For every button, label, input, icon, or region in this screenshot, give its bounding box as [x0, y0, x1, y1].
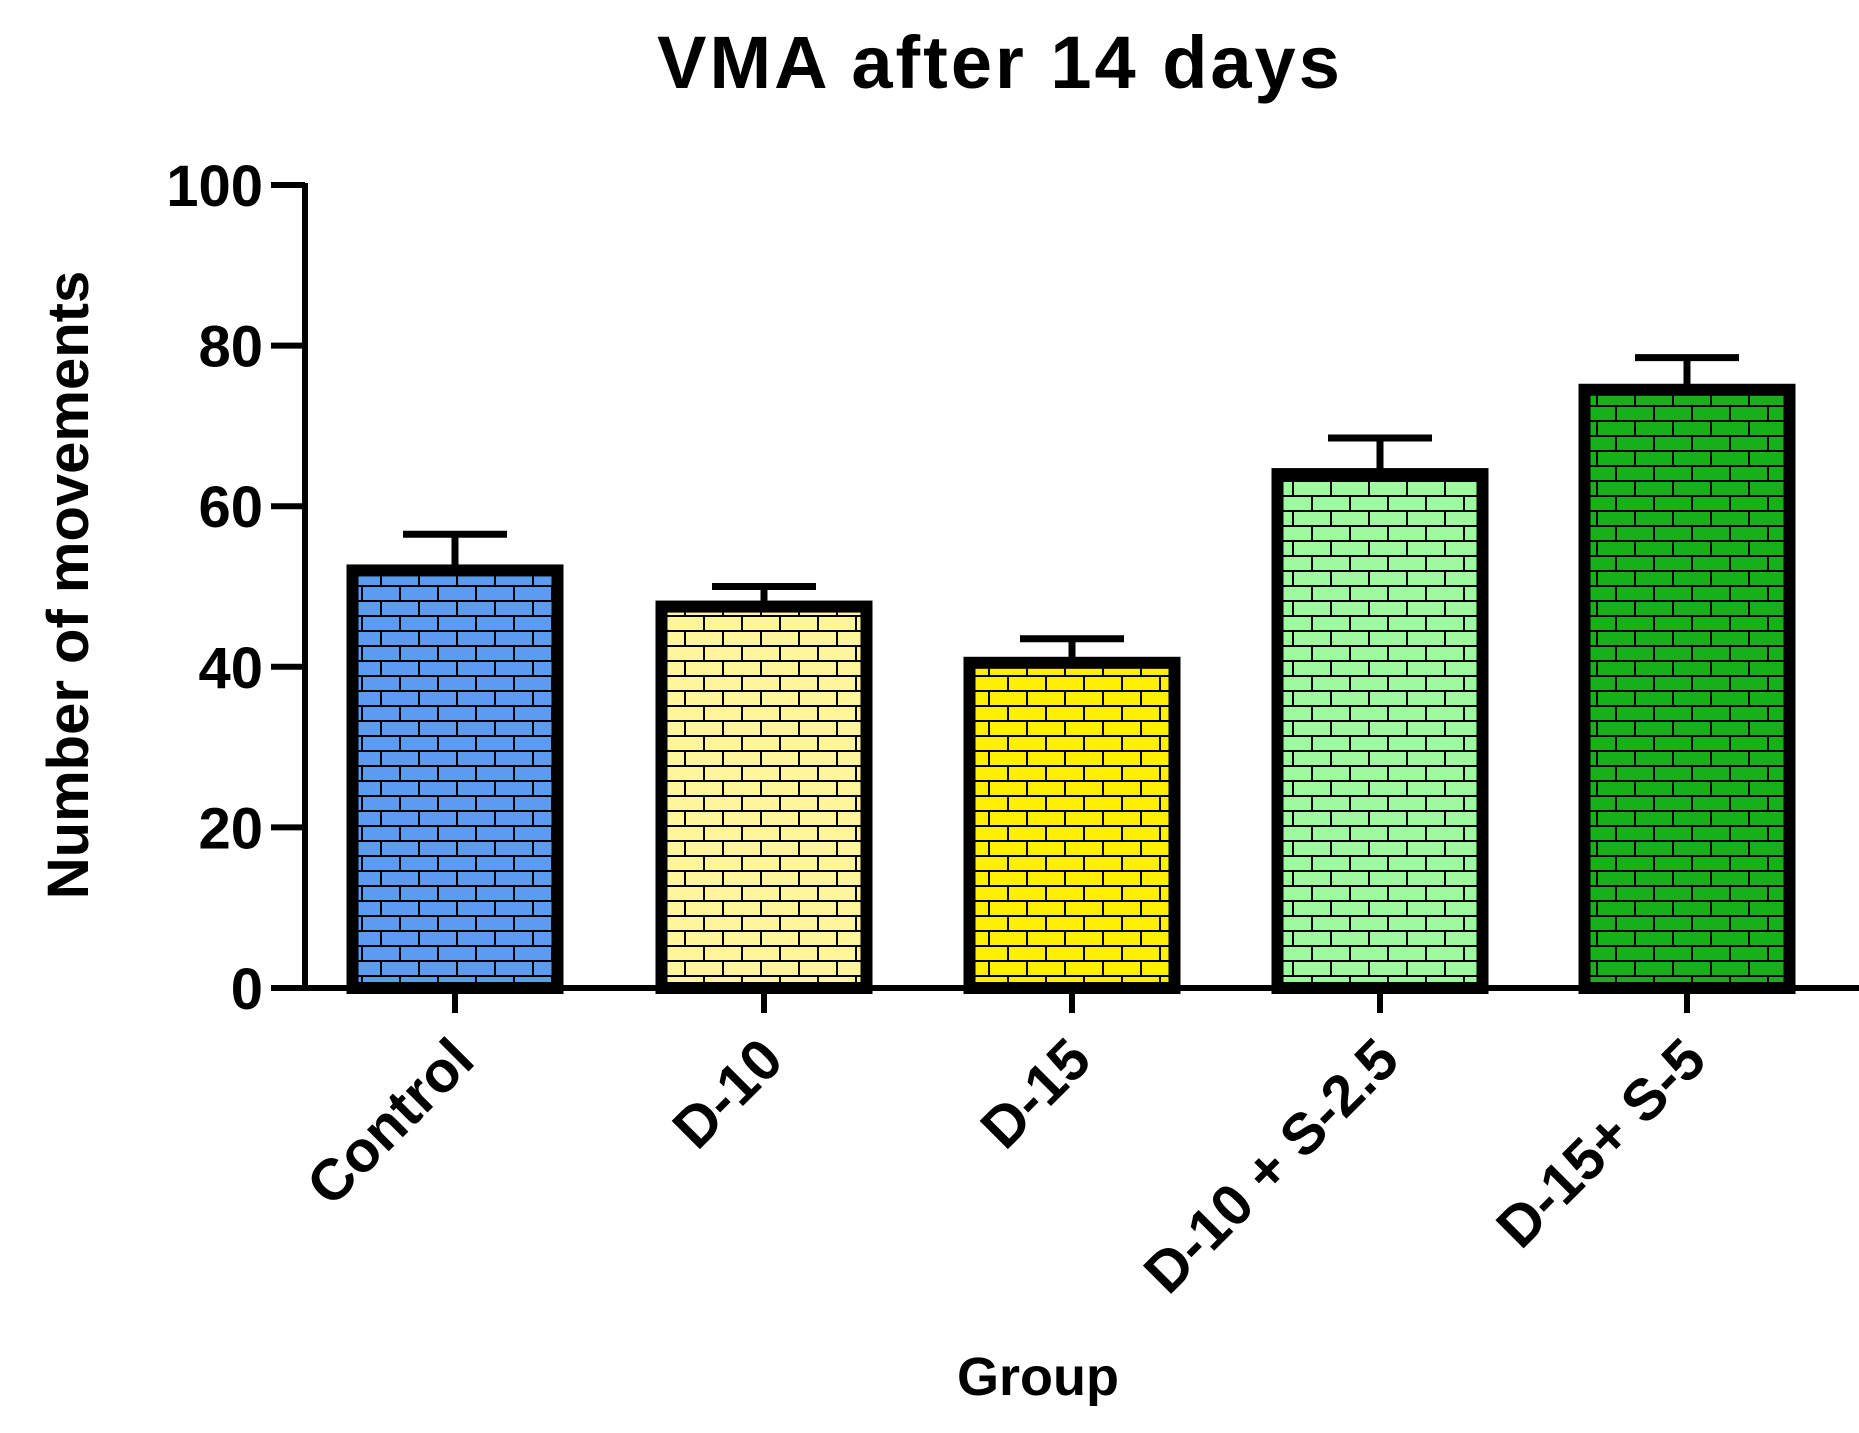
y-tick-label: 20 — [198, 796, 263, 861]
bar-group — [655, 583, 873, 994]
y-axis-label: Number of movements — [36, 271, 101, 899]
x-tick-label: D-10 + S-2.5 — [1132, 1026, 1412, 1306]
bar-group — [963, 635, 1181, 994]
x-tick-label: D-15 — [968, 1026, 1103, 1161]
x-tick-label: D-10 — [660, 1026, 795, 1161]
bar — [1271, 468, 1489, 994]
y-tick-label: 60 — [198, 475, 263, 540]
bar — [346, 564, 564, 994]
y-tick-label: 0 — [231, 957, 263, 1022]
bar-group — [1271, 434, 1489, 994]
y-axis: 0 20 40 60 80 100 — [166, 154, 308, 1022]
bar-group — [1578, 354, 1796, 994]
bar-group — [346, 530, 564, 994]
x-axis-label: Group — [957, 1347, 1119, 1407]
x-tick-label: D-15+ S-5 — [1484, 1026, 1718, 1260]
y-tick-label: 80 — [198, 315, 263, 380]
y-tick-label: 40 — [198, 636, 263, 701]
y-tick-label: 100 — [166, 154, 263, 219]
x-tick-label: Control — [294, 1026, 486, 1218]
bar — [655, 600, 873, 994]
bar — [1578, 383, 1796, 994]
bar — [963, 656, 1181, 994]
chart-title: VMA after 14 days — [657, 21, 1343, 104]
x-axis: Control D-10 D-15 D-10 + S-2.5 D-15+ S-5 — [294, 985, 1859, 1306]
bars — [346, 354, 1796, 994]
